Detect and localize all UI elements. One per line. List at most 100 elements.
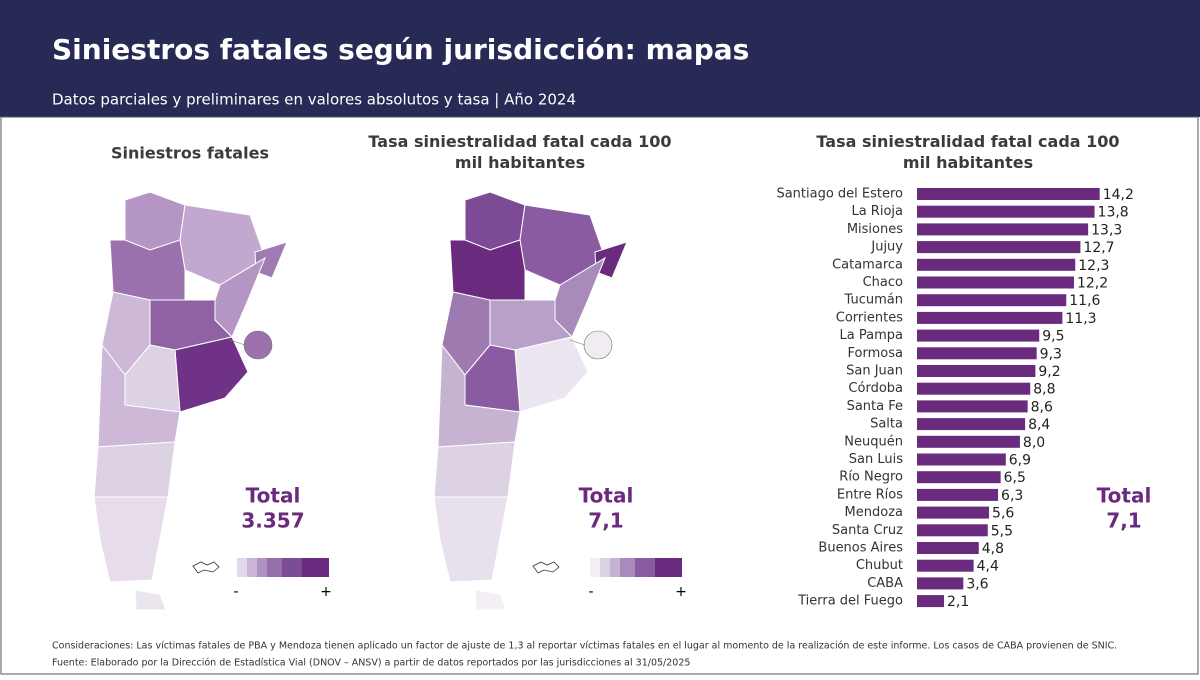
bar [917,559,974,572]
total-value: 7,1 [588,509,623,533]
bar [917,276,1074,289]
caba-zoom [583,330,613,360]
y-tick-label: Neuquén [844,434,903,449]
bar [917,294,1067,307]
data-label: 11,6 [1069,293,1100,309]
data-label: 9,3 [1040,346,1062,362]
data-label: 12,2 [1077,276,1108,292]
y-tick-label: La Pampa [840,328,903,343]
data-label: 4,4 [977,559,999,575]
y-tick-label: Jujuy [870,240,903,255]
bar [917,400,1028,413]
legend-low: - [233,584,238,600]
total-value: 3.357 [241,509,304,533]
bar [917,223,1089,236]
chart-title: Tasa siniestralidad fatal cada 100 mil h… [816,132,1120,172]
legend-swatch [620,558,635,577]
data-label: 4,8 [982,541,1004,557]
page-subtitle: Datos parciales y preliminares en valore… [52,91,576,109]
panel-title: Tasa siniestralidad fatal cada 100 mil h… [368,132,672,172]
panel-title: Siniestros fatales [111,144,269,163]
legend-swatch [247,558,257,577]
islands-icon [192,561,220,574]
bar [917,365,1036,377]
data-label: 9,2 [1038,364,1060,380]
bar [917,311,1063,324]
legend-swatch [635,558,655,577]
map-region [174,336,249,413]
bar [917,435,1020,448]
y-tick-label: Buenos Aires [818,541,903,556]
total-label: Total [246,484,301,508]
islands-icon [532,561,560,574]
chart-title-box: Tasa siniestralidad fatal cada 100 mil h… [816,132,1120,172]
bar [917,488,999,501]
y-tick-label: Corrientes [836,310,903,325]
data-label: 11,3 [1065,311,1096,327]
legend-swatch [237,558,247,577]
data-label: 5,6 [992,506,1014,522]
y-tick-label: Córdoba [848,381,903,396]
bar [917,382,1031,395]
bar [917,453,1006,466]
map-region [449,239,526,301]
y-tick-label: Chubut [856,558,903,573]
map-region [109,239,186,301]
panel-title-box: Tasa siniestralidad fatal cada 100 mil h… [368,132,672,172]
y-tick-label: CABA [867,576,903,591]
data-label: 3,6 [966,576,988,592]
y-tick-label: Misiones [847,222,903,237]
data-label: 6,3 [1001,488,1023,504]
y-tick-label: Formosa [848,346,903,361]
data-label: 8,6 [1031,399,1053,415]
caba-pointer [569,339,586,346]
data-label: 5,5 [991,523,1013,539]
data-label: 14,2 [1103,187,1134,203]
y-tick-label: Chaco [863,275,903,290]
bar [917,542,979,554]
legend-swatch [590,558,600,577]
bar [917,524,988,537]
map-region [433,441,516,498]
caba-pointer [229,339,246,346]
data-label: 9,5 [1042,329,1064,345]
y-tick-label: La Rioja [851,204,903,219]
bar [917,506,990,519]
data-label: 2,1 [947,594,969,610]
data-label: 13,8 [1098,205,1129,221]
bar [917,258,1076,271]
legend-swatch [610,558,620,577]
legend-high: + [320,584,332,600]
header-band [0,0,1200,117]
y-tick-label: Santa Cruz [832,523,903,538]
page-title: Siniestros fatales según jurisdicción: m… [52,33,749,66]
bar [917,205,1095,218]
bar [917,577,964,590]
legend-swatch [267,558,282,577]
y-tick-label: Catamarca [832,257,903,272]
map-region [93,496,169,583]
map-region [514,336,589,413]
bar [917,418,1026,431]
source: Fuente: Elaborado por la Dirección de Es… [52,658,690,669]
y-tick-label: Santa Fe [847,399,903,414]
bar [917,329,1040,342]
bar [917,595,945,608]
bar [917,347,1037,360]
data-label: 8,0 [1023,435,1045,451]
total-label: Total [1097,484,1152,508]
y-tick-label: Santiago del Estero [776,187,903,202]
data-label: 8,4 [1028,417,1050,433]
y-tick-label: Río Negro [839,470,903,485]
y-tick-label: Salta [870,417,903,432]
y-tick-label: San Juan [846,364,903,379]
legend-swatch [655,558,682,577]
legend-swatch [302,558,329,577]
map-region [134,589,167,611]
bar [917,188,1100,200]
legend-swatch [257,558,267,577]
y-tick-label: Tucumán [844,293,903,308]
legend-swatch [600,558,610,577]
